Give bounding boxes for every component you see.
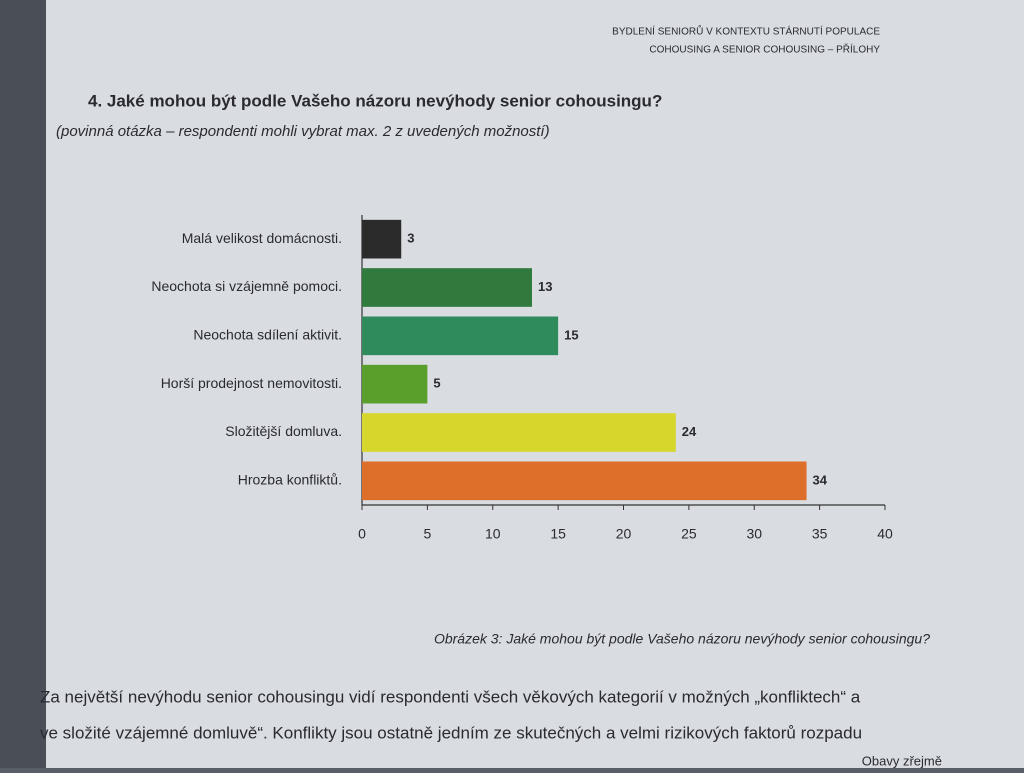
y-tick-label: Neochota sdílení aktivit. bbox=[193, 327, 342, 343]
caption: Obrázek 3: Jaké mohou být podle Vašeho n… bbox=[434, 631, 930, 647]
y-tick-label: Složitější domluva. bbox=[225, 423, 342, 439]
data-label: 34 bbox=[813, 472, 828, 487]
body-text: Obavy zřejmě bbox=[862, 753, 942, 768]
x-tick-label: 15 bbox=[550, 526, 566, 542]
bar bbox=[362, 316, 559, 356]
body-text: Za největší nevýhodu senior cohousingu v… bbox=[40, 687, 861, 706]
x-tick-label: 0 bbox=[358, 526, 366, 542]
x-tick-label: 10 bbox=[485, 526, 501, 542]
data-label: 3 bbox=[407, 231, 414, 246]
y-tick-label: Horší prodejnost nemovitosti. bbox=[161, 375, 342, 391]
x-tick-label: 35 bbox=[812, 526, 828, 542]
data-label: 13 bbox=[538, 279, 552, 294]
bar bbox=[362, 268, 532, 307]
x-tick-label: 40 bbox=[877, 526, 893, 542]
bar bbox=[362, 413, 676, 452]
data-label: 15 bbox=[564, 327, 578, 342]
book-edge bbox=[0, 0, 46, 768]
x-tick-label: 25 bbox=[681, 526, 697, 542]
data-label: 5 bbox=[433, 376, 440, 391]
bar bbox=[362, 219, 402, 259]
y-tick-label: Neochota si vzájemně pomoci. bbox=[151, 278, 342, 294]
header: BYDLENÍ SENIORŮ V KONTEXTU STÁRNUTÍ POPU… bbox=[612, 25, 880, 38]
question: 4. Jaké mohou být podle Vašeho názoru ne… bbox=[88, 91, 662, 110]
data-label: 24 bbox=[682, 424, 697, 439]
x-tick-label: 20 bbox=[616, 526, 632, 542]
chart: 0 5 10 15 20 25 30 35 40 3 Malá velikost domácnost… bbox=[151, 215, 893, 542]
paper bbox=[46, 0, 1024, 768]
body-text: ve složité vzájemné domluvě“. Konflikty … bbox=[40, 723, 862, 742]
x-tick-label: 5 bbox=[423, 526, 431, 542]
bar bbox=[362, 461, 807, 501]
bar bbox=[362, 364, 428, 404]
x-tick-label: 30 bbox=[746, 526, 762, 542]
header: COHOUSING A SENIOR COHOUSING – PŘÍLOHY bbox=[649, 43, 880, 56]
note: (povinná otázka – respondenti mohli vybr… bbox=[56, 123, 550, 140]
y-tick-label: Malá velikost domácnosti. bbox=[182, 230, 342, 246]
y-tick-label: Hrozba konfliktů. bbox=[238, 472, 342, 488]
